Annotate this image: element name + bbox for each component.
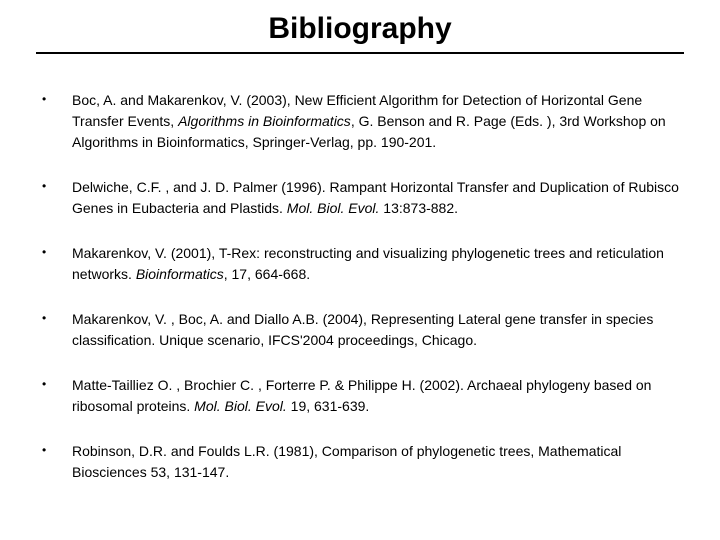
entry-post: , 17, 664-668.	[224, 266, 310, 282]
entry-italic: Bioinformatics	[136, 266, 224, 282]
list-item: Robinson, D.R. and Foulds L.R. (1981), C…	[36, 441, 684, 483]
list-item: Matte-Tailliez O. , Brochier C. , Forter…	[36, 375, 684, 417]
slide: Bibliography Boc, A. and Makarenkov, V. …	[0, 0, 720, 540]
entry-pre: Robinson, D.R. and Foulds L.R. (1981), C…	[72, 443, 621, 480]
entry-italic: Mol. Biol. Evol.	[287, 200, 380, 216]
entry-italic: Mol. Biol. Evol.	[194, 398, 287, 414]
entry-post: 13:873-882.	[379, 200, 458, 216]
list-item: Makarenkov, V. , Boc, A. and Diallo A.B.…	[36, 309, 684, 351]
entry-post: 19, 631-639.	[287, 398, 370, 414]
entry-italic: Algorithms in Bioinformatics	[178, 113, 351, 129]
page-title: Bibliography	[36, 12, 684, 54]
list-item: Makarenkov, V. (2001), T-Rex: reconstruc…	[36, 243, 684, 285]
bibliography-list: Boc, A. and Makarenkov, V. (2003), New E…	[36, 90, 684, 483]
list-item: Boc, A. and Makarenkov, V. (2003), New E…	[36, 90, 684, 153]
list-item: Delwiche, C.F. , and J. D. Palmer (1996)…	[36, 177, 684, 219]
entry-pre: Makarenkov, V. , Boc, A. and Diallo A.B.…	[72, 311, 653, 348]
